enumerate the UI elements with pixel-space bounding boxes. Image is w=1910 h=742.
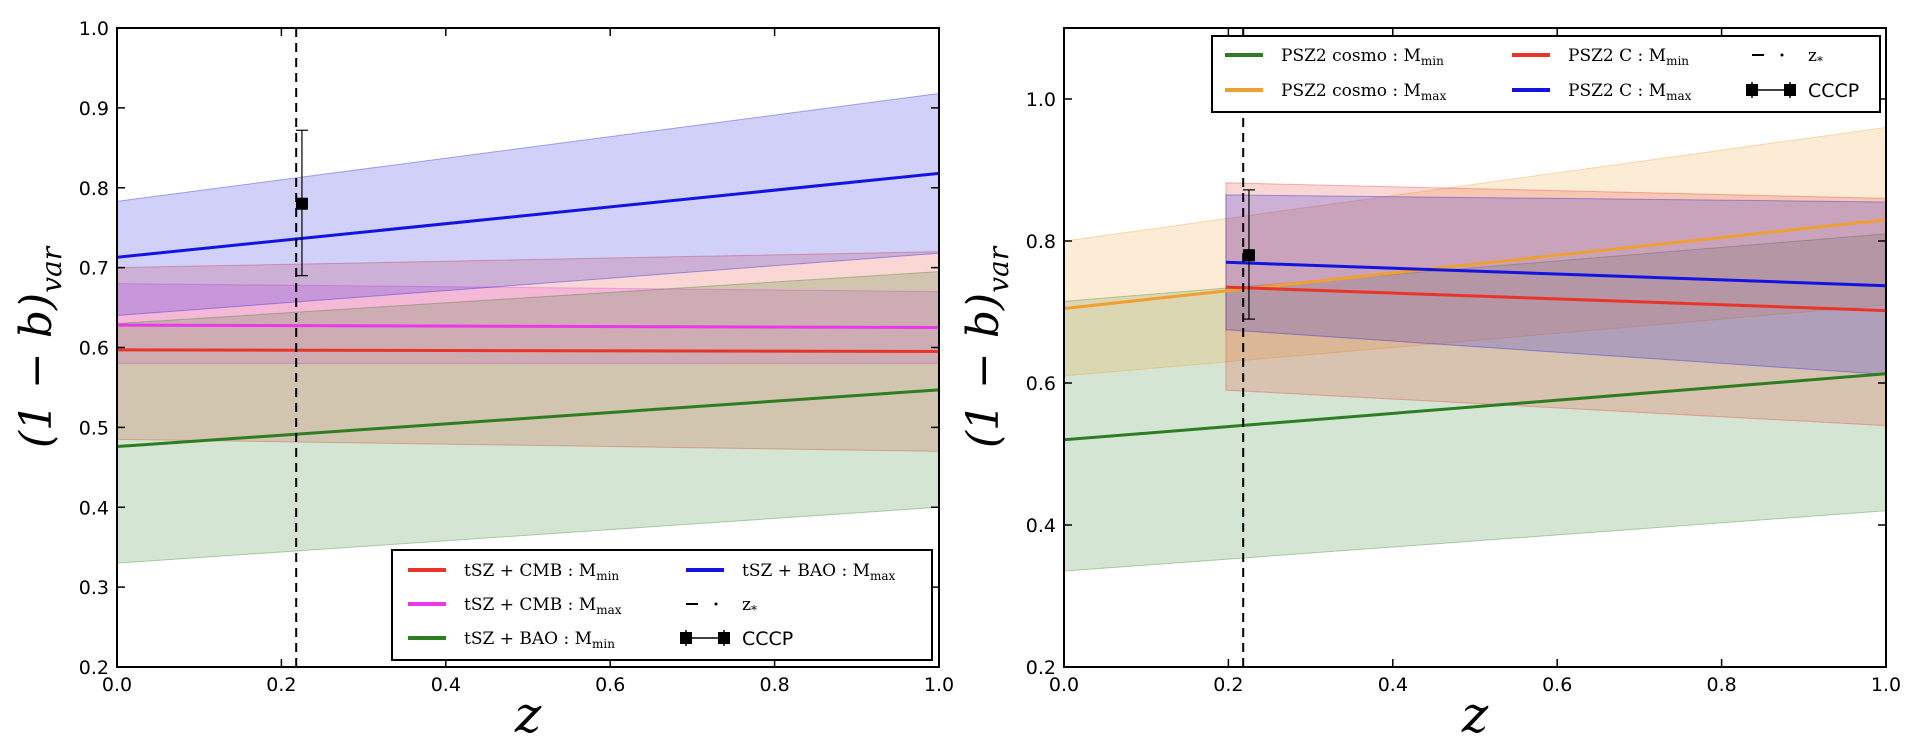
series-line-0 [1064,372,1886,442]
legend-label-zstar: z* [1808,46,1823,68]
band-3 [1225,194,1886,375]
legend-swatch-square [680,632,692,644]
band-1 [1064,126,1886,377]
x-tick-label: 0.6 [1542,674,1572,696]
legend-swatch-dot [714,602,718,606]
x-tick-label: 0.0 [102,674,132,696]
plot-area [117,28,939,667]
band-2 [1225,182,1886,427]
data-point-cccp [295,197,308,210]
y-tick-label: 0.6 [1026,373,1056,395]
y-tick-label: 0.2 [1026,657,1056,679]
legend-label: tSZ + CMB : Mmax [464,595,622,617]
y-tick-label: 0.5 [79,417,109,439]
legend-label: tSZ + CMB : Mmin [464,561,619,583]
y-tick-label: 1.0 [1026,89,1056,111]
y-tick-label: 0.4 [79,497,109,519]
y-tick-label: 1.0 [79,18,109,40]
x-axis-label: z [1461,686,1489,742]
plot-frame [1063,27,1887,668]
y-tick-label: 0.8 [1026,231,1056,253]
band-3 [117,92,939,317]
legend-box [391,549,933,661]
legend-label-cccp: CCCP [742,628,793,650]
series-line-0 [117,348,939,353]
legend-label: tSZ + BAO : Mmin [464,629,615,651]
legend-label-cccp: CCCP [1808,80,1859,102]
y-axis-label: (1 − b)var [11,245,68,448]
x-tick-label: 0.8 [759,674,789,696]
legend: tSZ + CMB : Mmin tSZ + CMB : Mmax tSZ + BA… [391,549,933,661]
series-line-3 [1225,260,1886,288]
legend-swatch-square [718,632,730,644]
band-0 [1064,233,1886,572]
legend-label-zstar: z* [742,595,757,617]
legend-swatch-square [1746,84,1758,96]
x-tick-label: 0.4 [431,674,461,696]
legend-label: PSZ2 C : Mmin [1568,46,1689,68]
series-line-1 [1064,218,1886,310]
legend-label: PSZ2 cosmo : Mmin [1281,46,1444,68]
x-tick-label: 1.0 [924,674,954,696]
series-line-3 [117,171,939,259]
chart-panel-left: 0.0 0.2 0.4 0.6 0.8 1.00.20.30.40.50.60.70.80… [11,18,954,742]
legend-swatch-dot [1780,53,1784,57]
x-tick-label: 1.0 [1871,674,1901,696]
y-tick-label: 0.9 [79,98,109,120]
series-line-2 [1225,285,1886,313]
x-tick-label: 0.8 [1706,674,1736,696]
series-line-2 [117,388,939,449]
legend: PSZ2 cosmo : Mmin PSZ2 cosmo : Mmax PSZ2 C… [1211,35,1881,113]
legend-box [1211,35,1881,113]
y-tick-label: 0.2 [79,657,109,679]
y-tick-label: 0.4 [1026,515,1056,537]
x-tick-label: 0.2 [1213,674,1243,696]
legend-label: PSZ2 C : Mmax [1568,81,1692,103]
x-tick-label: 0.4 [1378,674,1408,696]
x-tick-label: 0.2 [266,674,296,696]
y-tick-label: 0.8 [79,178,109,200]
y-tick-label: 0.7 [79,258,109,280]
y-axis-label: (1 − b)var [958,245,1015,448]
data-point-cccp [1242,249,1255,262]
y-tick-label: 0.3 [79,577,109,599]
legend-label: tSZ + BAO : Mmax [742,561,896,583]
chart-panel-right: 0.0 0.2 0.4 0.6 0.8 1.00.20.40.60.81.0z(1 − b… [958,27,1901,742]
band-1 [117,283,939,364]
legend-label: PSZ2 cosmo : Mmax [1281,81,1446,103]
x-tick-label: 0.0 [1049,674,1079,696]
y-tick-label: 0.6 [79,338,109,360]
plot-area [1064,28,1886,667]
series-line-1 [117,323,939,330]
x-tick-label: 0.6 [595,674,625,696]
x-axis-label: z [514,686,542,742]
legend-swatch-square [1784,84,1796,96]
